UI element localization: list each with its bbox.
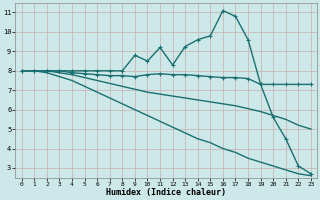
X-axis label: Humidex (Indice chaleur): Humidex (Indice chaleur) bbox=[106, 188, 226, 197]
